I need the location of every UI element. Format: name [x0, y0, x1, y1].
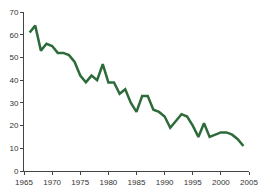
svg-text:1980: 1980	[99, 178, 117, 187]
svg-text:10: 10	[9, 144, 18, 153]
svg-text:1975: 1975	[71, 178, 89, 187]
svg-text:1970: 1970	[43, 178, 61, 187]
svg-text:1995: 1995	[184, 178, 202, 187]
svg-text:1985: 1985	[128, 178, 146, 187]
svg-text:2000: 2000	[212, 178, 230, 187]
svg-text:70: 70	[9, 8, 18, 17]
svg-text:60: 60	[9, 31, 18, 40]
svg-text:40: 40	[9, 76, 18, 85]
svg-text:1990: 1990	[156, 178, 174, 187]
svg-text:2005: 2005	[240, 178, 258, 187]
svg-text:1965: 1965	[15, 178, 33, 187]
svg-text:0: 0	[14, 167, 19, 176]
svg-text:30: 30	[9, 99, 18, 108]
svg-text:20: 20	[9, 121, 18, 130]
svg-text:50: 50	[9, 53, 18, 62]
